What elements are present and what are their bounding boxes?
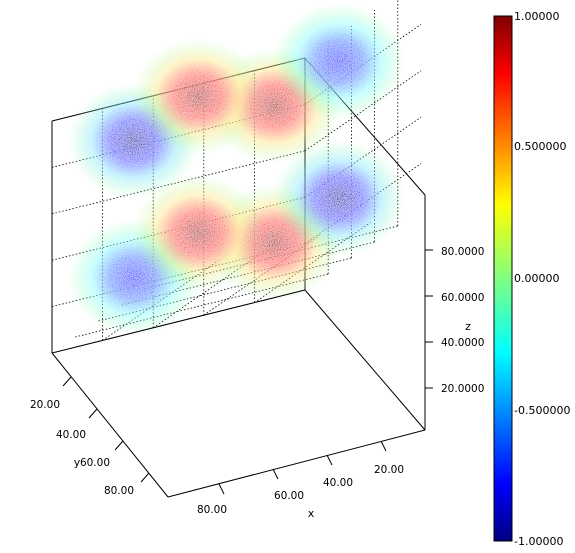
z-tick-label: 20.0000 bbox=[441, 383, 484, 395]
colorbar-gradient bbox=[493, 15, 513, 542]
z-tick-label: 60.0000 bbox=[441, 292, 484, 304]
x-tick-label: 80.00 bbox=[197, 504, 227, 516]
z-axis: 20.0000 40.0000 60.0000 80.0000 z bbox=[425, 246, 484, 395]
colorbar-tick-label: -1.00000 bbox=[514, 535, 563, 548]
negative-blob bbox=[273, 3, 405, 120]
positive-blob bbox=[132, 38, 265, 155]
y-tick-label: 80.00 bbox=[104, 485, 134, 497]
x-axis: 20.00 40.00 60.00 80.00 x bbox=[197, 440, 404, 520]
z-axis-label: z bbox=[465, 320, 471, 333]
x-tick-label: 60.00 bbox=[274, 490, 304, 502]
x-tick-label: 40.00 bbox=[323, 477, 353, 489]
negative-blob bbox=[273, 139, 405, 256]
data-blobs bbox=[68, 3, 405, 336]
z-tick-label: 80.0000 bbox=[441, 246, 484, 258]
x-axis-label: x bbox=[308, 507, 315, 520]
y-axis: 20.00 40.00 60.00 80.00 y bbox=[30, 376, 150, 497]
z-tick-label: 40.0000 bbox=[441, 337, 484, 349]
y-axis-label: y bbox=[74, 456, 81, 469]
positive-blob bbox=[132, 174, 265, 291]
colorbar-tick-label: 0.00000 bbox=[514, 272, 560, 285]
colorbar-tick-label: 0.500000 bbox=[514, 140, 567, 153]
y-tick-label: 40.00 bbox=[56, 429, 86, 441]
y-tick-label: 20.00 bbox=[30, 399, 60, 411]
colorbar: 1.00000 0.500000 0.00000 -0.500000 -1.00… bbox=[493, 10, 570, 548]
colorbar-tick-label: -0.500000 bbox=[514, 404, 570, 417]
x-tick-label: 20.00 bbox=[374, 464, 404, 476]
box-front-edges bbox=[51, 121, 426, 498]
colorbar-tick-label: 1.00000 bbox=[514, 10, 560, 23]
y-tick-label: 60.00 bbox=[80, 457, 110, 469]
